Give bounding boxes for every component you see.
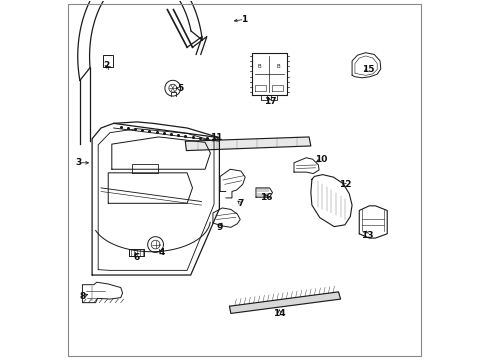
Text: B: B [276, 64, 280, 69]
Text: 3: 3 [76, 158, 82, 167]
Text: 8: 8 [79, 292, 85, 301]
Text: 15: 15 [361, 65, 374, 74]
Text: 4: 4 [158, 248, 164, 257]
Text: 16: 16 [260, 193, 272, 202]
Text: 6: 6 [133, 253, 139, 262]
Text: 7: 7 [237, 199, 243, 208]
Polygon shape [185, 137, 310, 150]
FancyBboxPatch shape [103, 55, 112, 67]
Text: 14: 14 [273, 309, 285, 318]
Text: 5: 5 [177, 84, 183, 93]
Text: B: B [257, 64, 261, 69]
Text: 9: 9 [217, 223, 223, 232]
Polygon shape [229, 292, 340, 314]
Text: 2: 2 [103, 61, 109, 70]
Text: 1: 1 [241, 15, 247, 24]
Text: 11: 11 [209, 133, 222, 142]
Text: 13: 13 [360, 231, 373, 240]
Text: 12: 12 [338, 180, 350, 189]
Text: 10: 10 [315, 155, 327, 164]
Text: 17: 17 [264, 97, 276, 106]
